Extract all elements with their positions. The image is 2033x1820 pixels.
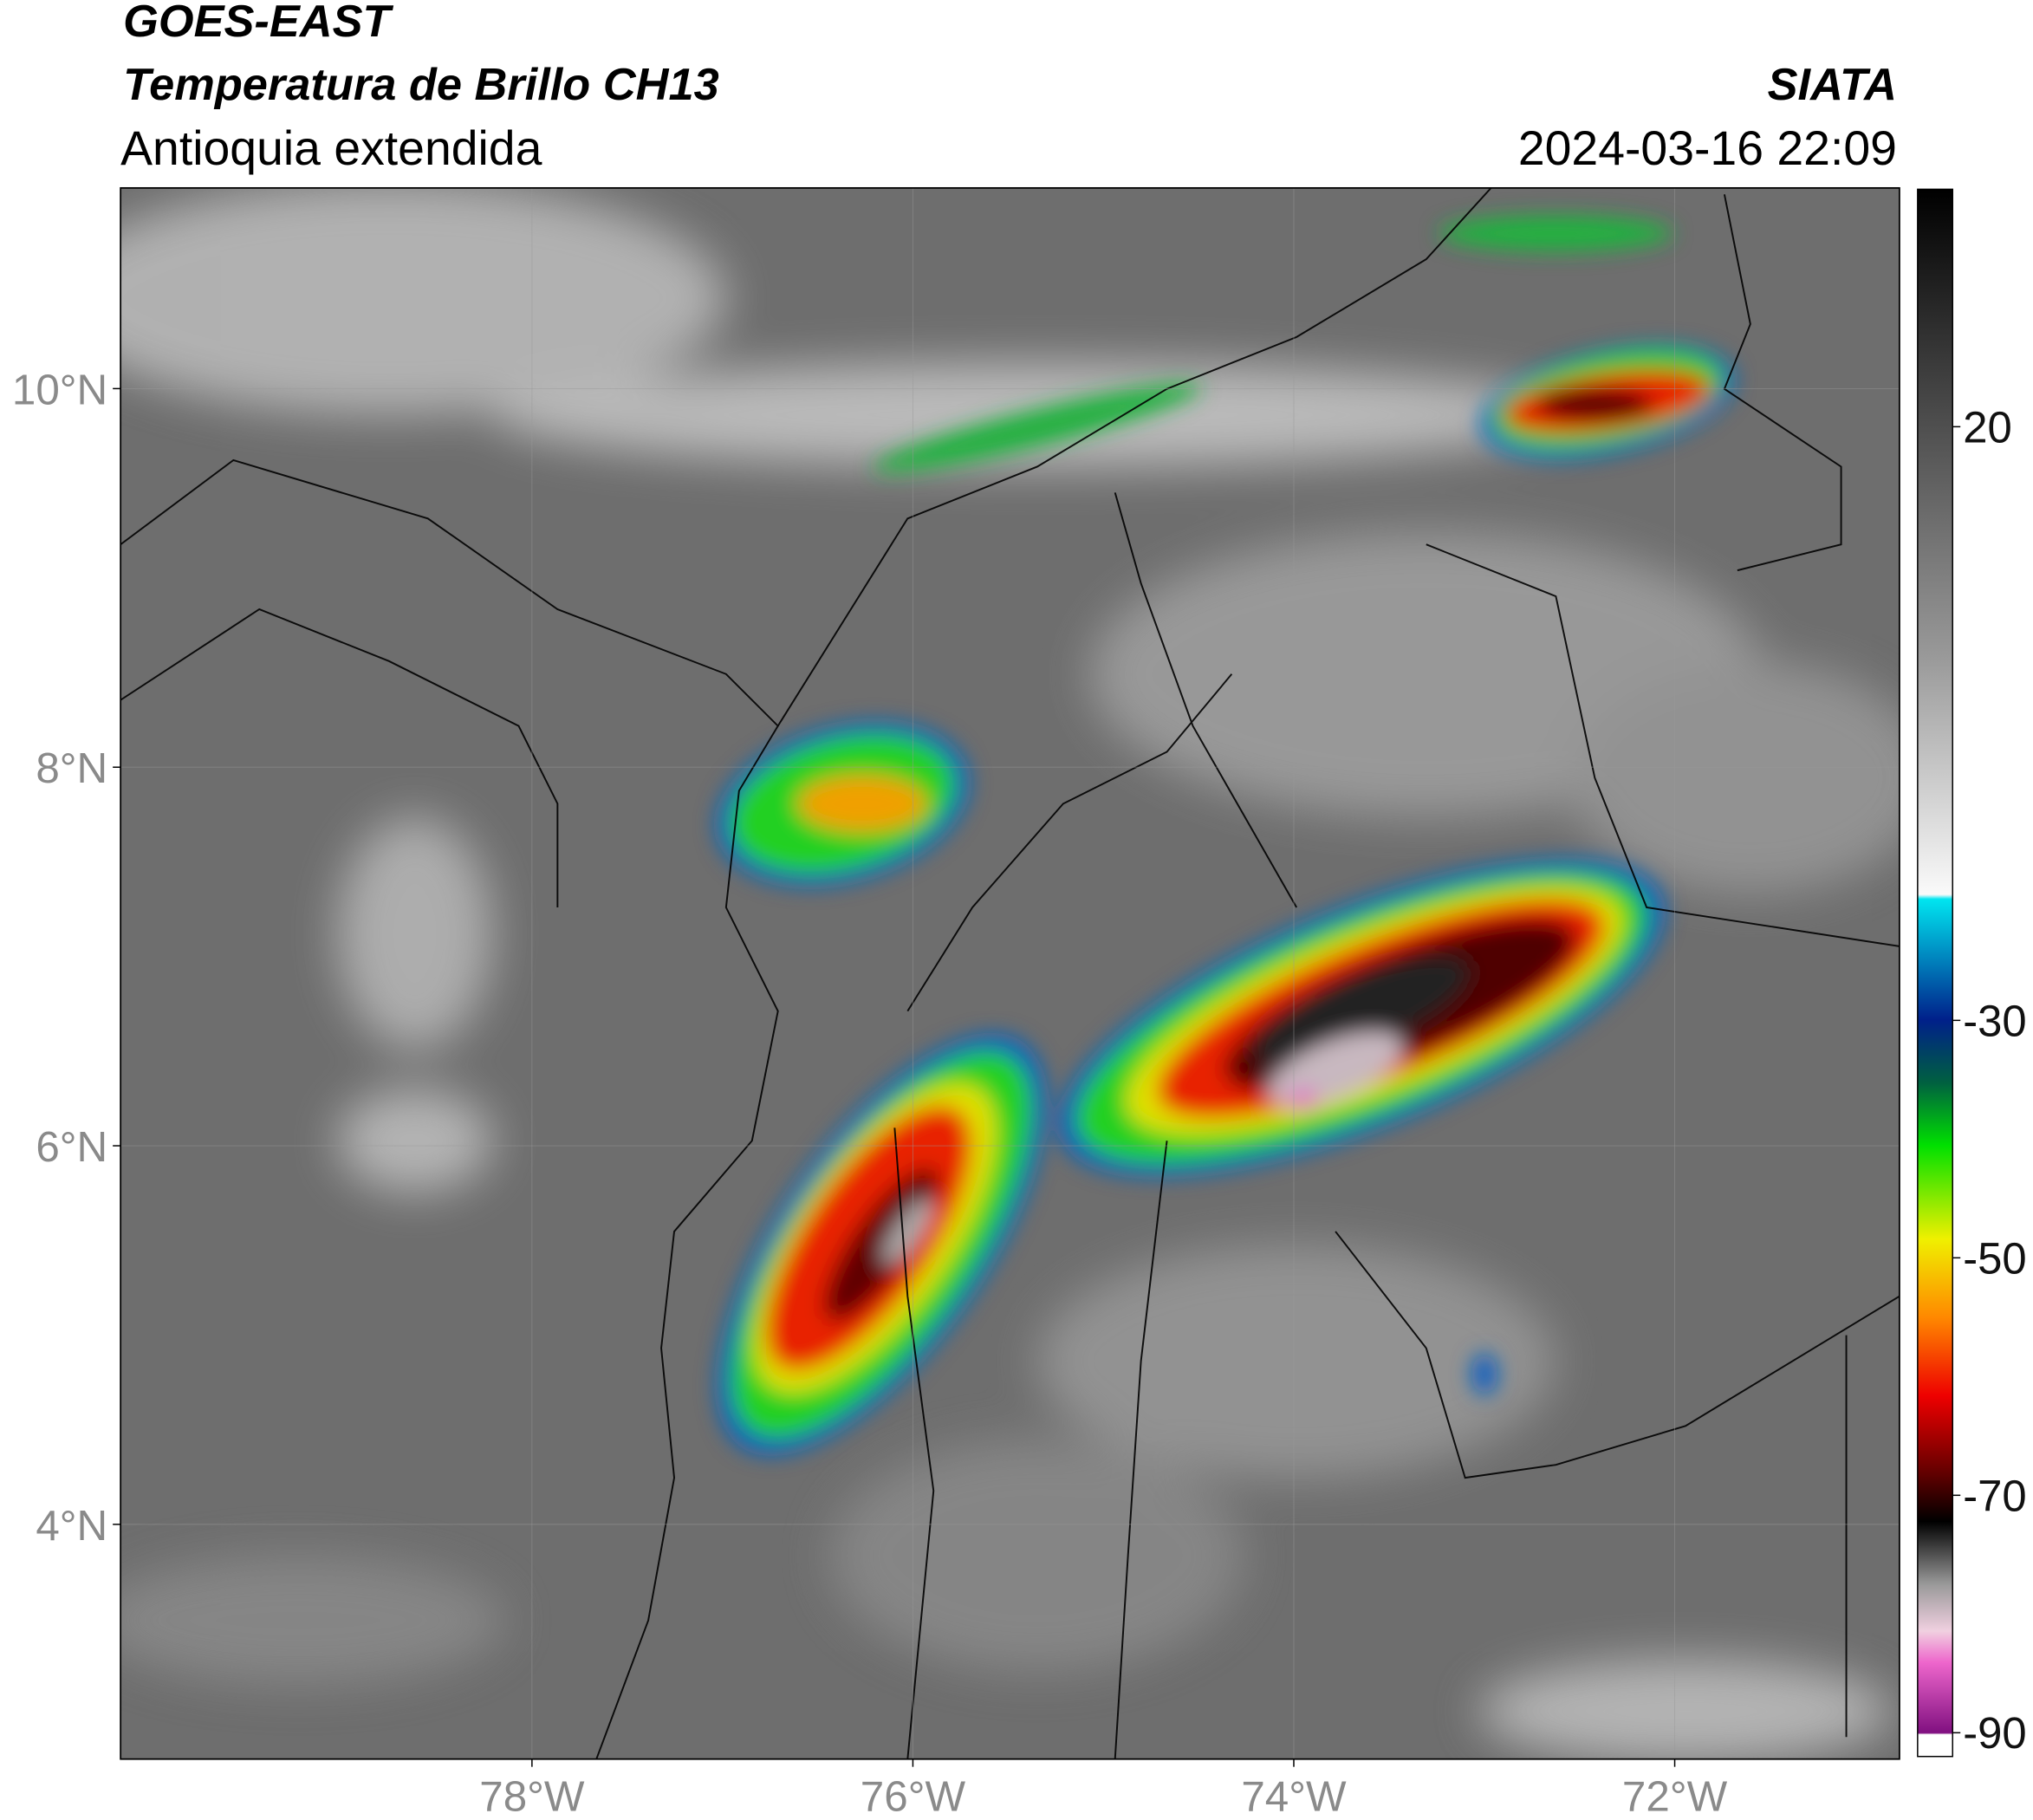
datetime: 2024-03-16 22:09 <box>1518 121 1897 175</box>
x-tick-label: 78°W <box>479 1773 585 1820</box>
subtitle: Temperatura de Brillo CH13 <box>123 60 719 110</box>
colorbar-label: -90 <box>1963 1708 2027 1758</box>
x-tick-label: 74°W <box>1241 1773 1347 1820</box>
y-tick-label: 6°N <box>36 1123 107 1171</box>
map <box>120 187 1900 1759</box>
colorbar-label: 20 <box>1963 402 2012 452</box>
source: SIATA <box>1768 60 1897 110</box>
colorbar-label: -70 <box>1963 1471 2027 1520</box>
title: GOES-EAST <box>123 0 393 47</box>
map-frame <box>120 186 1900 1760</box>
region: Antioquia extendida <box>120 121 542 175</box>
grid <box>120 187 1900 1759</box>
x-tick-label: 76°W <box>861 1773 966 1820</box>
y-tick-label: 4°N <box>36 1502 107 1550</box>
colorbar <box>1917 188 1953 1758</box>
y-tick-label: 10°N <box>12 366 107 413</box>
colorbar-label: -30 <box>1963 996 2027 1045</box>
colorbar-label: -50 <box>1963 1233 2027 1283</box>
x-tick-label: 72°W <box>1622 1773 1728 1820</box>
y-tick-label: 8°N <box>36 744 107 792</box>
